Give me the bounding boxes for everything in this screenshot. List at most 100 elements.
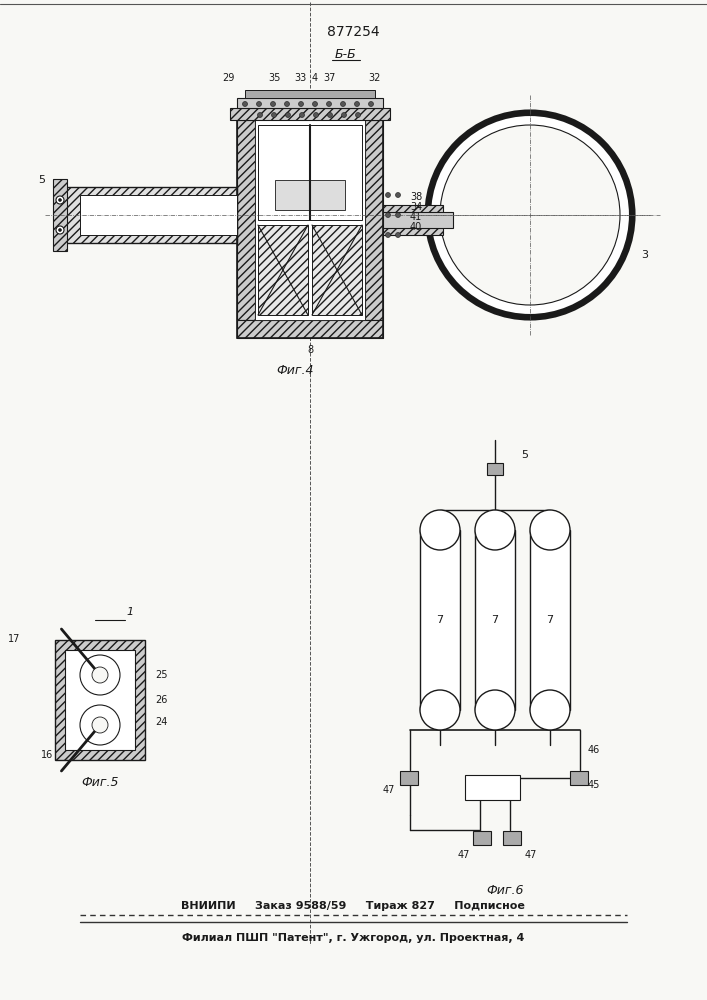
Text: 37: 37 bbox=[324, 73, 337, 83]
Circle shape bbox=[395, 192, 400, 198]
Circle shape bbox=[257, 112, 262, 117]
Bar bbox=[365, 120, 383, 320]
Circle shape bbox=[530, 510, 570, 550]
Circle shape bbox=[395, 213, 400, 218]
Circle shape bbox=[327, 112, 332, 117]
Text: 25: 25 bbox=[155, 670, 168, 680]
Bar bbox=[475, 530, 515, 710]
Bar bbox=[237, 98, 383, 108]
Text: Фиг.4: Фиг.4 bbox=[276, 363, 314, 376]
Text: 29: 29 bbox=[223, 73, 235, 83]
Bar bbox=[400, 771, 418, 785]
Bar bbox=[55, 640, 145, 760]
Text: 36: 36 bbox=[182, 205, 195, 215]
Text: 7: 7 bbox=[547, 615, 554, 625]
Bar bbox=[245, 90, 375, 98]
Circle shape bbox=[271, 112, 276, 117]
Circle shape bbox=[286, 112, 291, 117]
Circle shape bbox=[385, 213, 390, 218]
Bar bbox=[383, 205, 443, 235]
Text: 7: 7 bbox=[436, 615, 443, 625]
Text: 39: 39 bbox=[315, 185, 327, 195]
Bar bbox=[473, 831, 491, 845]
Text: 41: 41 bbox=[410, 212, 422, 222]
Circle shape bbox=[354, 102, 359, 106]
Circle shape bbox=[56, 196, 64, 204]
Circle shape bbox=[440, 125, 620, 305]
Text: Фиг.5: Фиг.5 bbox=[81, 776, 119, 788]
Circle shape bbox=[385, 192, 390, 198]
Text: 28: 28 bbox=[182, 215, 195, 225]
Text: 42: 42 bbox=[182, 230, 195, 240]
Text: 47: 47 bbox=[457, 850, 470, 860]
Circle shape bbox=[92, 717, 108, 733]
Text: ВНИИПИ     Заказ 9588/59     Тираж 827     Подписное: ВНИИПИ Заказ 9588/59 Тираж 827 Подписное bbox=[181, 901, 525, 911]
Circle shape bbox=[284, 102, 289, 106]
Text: 24: 24 bbox=[155, 717, 168, 727]
Bar bbox=[530, 530, 570, 710]
Text: 35: 35 bbox=[269, 73, 281, 83]
Bar bbox=[383, 212, 453, 228]
Circle shape bbox=[243, 102, 247, 106]
Text: 7: 7 bbox=[491, 615, 498, 625]
Circle shape bbox=[430, 115, 630, 315]
Bar bbox=[237, 120, 255, 320]
Bar bbox=[487, 463, 503, 475]
Bar bbox=[65, 650, 135, 750]
Text: 38: 38 bbox=[410, 192, 422, 202]
Circle shape bbox=[420, 510, 460, 550]
Circle shape bbox=[356, 112, 361, 117]
Bar bbox=[255, 120, 365, 320]
Bar bbox=[312, 225, 362, 315]
Circle shape bbox=[271, 102, 276, 106]
Circle shape bbox=[327, 102, 332, 106]
Circle shape bbox=[385, 232, 390, 237]
Text: 32: 32 bbox=[369, 73, 381, 83]
Text: 877254: 877254 bbox=[327, 25, 380, 39]
Circle shape bbox=[420, 690, 460, 730]
Bar bbox=[258, 125, 362, 220]
Circle shape bbox=[298, 102, 303, 106]
Text: 47: 47 bbox=[525, 850, 537, 860]
Bar bbox=[237, 120, 383, 338]
Circle shape bbox=[59, 198, 62, 202]
Bar bbox=[275, 180, 345, 210]
Circle shape bbox=[92, 667, 108, 683]
Text: 45: 45 bbox=[588, 780, 600, 790]
Bar bbox=[65, 187, 237, 243]
Circle shape bbox=[341, 112, 346, 117]
Circle shape bbox=[56, 226, 64, 234]
Bar bbox=[230, 108, 390, 120]
Bar bbox=[570, 771, 588, 785]
Circle shape bbox=[257, 102, 262, 106]
Bar bbox=[420, 530, 460, 710]
Text: 34: 34 bbox=[410, 202, 422, 212]
Circle shape bbox=[80, 655, 120, 695]
Circle shape bbox=[59, 229, 62, 232]
Circle shape bbox=[313, 112, 318, 117]
Text: 33: 33 bbox=[294, 73, 306, 83]
Circle shape bbox=[341, 102, 346, 106]
Bar bbox=[207, 200, 237, 240]
Bar bbox=[237, 320, 383, 338]
Circle shape bbox=[300, 112, 305, 117]
Bar bbox=[503, 831, 521, 845]
Circle shape bbox=[475, 510, 515, 550]
Bar bbox=[53, 179, 67, 251]
Text: 17: 17 bbox=[8, 634, 20, 644]
Text: 16: 16 bbox=[41, 750, 53, 760]
Bar bbox=[80, 195, 237, 235]
Text: 46: 46 bbox=[588, 745, 600, 755]
Text: 4: 4 bbox=[312, 73, 318, 83]
Circle shape bbox=[475, 690, 515, 730]
Text: 1: 1 bbox=[127, 607, 134, 617]
Text: Филиал ПШП "Патент", г. Ужгород, ул. Проектная, 4: Филиал ПШП "Патент", г. Ужгород, ул. Про… bbox=[182, 933, 524, 943]
Circle shape bbox=[368, 102, 373, 106]
Bar bbox=[258, 225, 308, 315]
Text: 26: 26 bbox=[155, 695, 168, 705]
Circle shape bbox=[395, 232, 400, 237]
Text: Б-Б: Б-Б bbox=[335, 48, 357, 62]
Text: 47: 47 bbox=[382, 785, 395, 795]
Circle shape bbox=[530, 690, 570, 730]
Text: Фиг.6: Фиг.6 bbox=[486, 884, 524, 896]
